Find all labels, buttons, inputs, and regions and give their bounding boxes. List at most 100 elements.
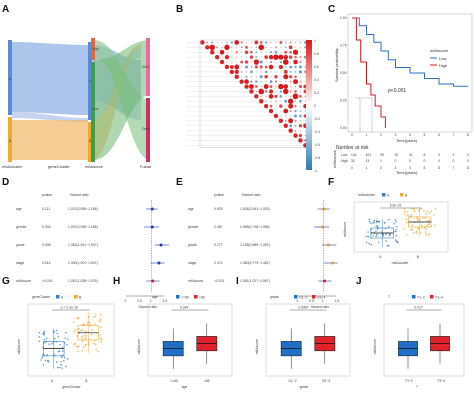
panel-label-d: D (2, 177, 9, 188)
correlation-cell (244, 50, 249, 55)
correlation-cell (273, 113, 279, 119)
risk-xtick: 2 (380, 166, 382, 170)
box-jitter-point (386, 244, 389, 247)
sankey-axis-label: Fustat (140, 164, 152, 169)
correlation-cell (255, 80, 258, 83)
box-jitter-point (44, 359, 47, 362)
risk-xtick: 3 (395, 166, 397, 170)
correlation-cell (231, 61, 233, 63)
box-legend-label: A (61, 296, 64, 300)
box-legend-label: >65 (199, 296, 205, 300)
box-jitter-point (373, 221, 376, 224)
box-jitter-point (100, 339, 103, 341)
correlation-cell (294, 124, 297, 127)
forest-header: Hazard ratio (70, 193, 89, 197)
sankey-node-dead (146, 98, 150, 162)
correlation-cell (250, 41, 253, 44)
box-jitter-point (395, 220, 398, 223)
forest-point (330, 261, 334, 265)
km-line-low (352, 17, 468, 87)
box-jitter-point (365, 241, 368, 244)
correlation-cell (245, 41, 248, 44)
forest-pvalue: <0.001 (214, 279, 225, 283)
forest-pvalue: 0.008 (42, 243, 51, 247)
box-jitter-point (424, 217, 427, 219)
correlation-cell (294, 46, 297, 48)
box-plot-frame (147, 303, 233, 377)
panel-labels: A B C D E F G H I J (2, 4, 362, 287)
box-jitter-point (98, 320, 100, 323)
correlation-cell (221, 46, 223, 48)
correlation-cell (259, 65, 263, 69)
box-jitter-point (60, 361, 62, 363)
forest-hr: 1.360(0.779~1.452) (240, 261, 270, 265)
km-line-high (352, 17, 386, 128)
correlation-cell (259, 60, 263, 64)
correlation-cell (270, 46, 272, 48)
correlation-cell (269, 104, 273, 108)
correlation-cell (269, 85, 273, 89)
box-xtick: <=65 (170, 379, 178, 383)
box-jitter-point (413, 208, 415, 210)
box-jitter-point (63, 356, 66, 359)
box-xtick: B (85, 379, 88, 383)
correlation-cell (264, 70, 268, 74)
correlation-cell (200, 40, 205, 45)
box-jitter-point (81, 349, 83, 352)
risk-value: 101 (366, 153, 372, 157)
correlation-cell (283, 88, 289, 95)
risk-title: Number at risk (336, 145, 369, 151)
km-xtick: 3 (395, 133, 397, 137)
correlation-cell (265, 81, 267, 83)
box-panel-h: age <=65 >65 0.344 <=65 >65 age m6Ascore (137, 295, 233, 389)
box-jitter-point (430, 210, 433, 212)
box-xlabel: grade (300, 385, 309, 389)
km-xtick: 6 (438, 133, 440, 137)
box-xtick: G1~2 (288, 379, 297, 383)
forest-plot-multivariate: pvalue Hazard ratio age 0.529 1.024(0.941~1.… (188, 193, 339, 309)
correlation-cell (299, 90, 302, 93)
correlation-cell (265, 95, 267, 97)
forest-row-name: age (16, 207, 22, 211)
forest-xtick: 0.5 (309, 299, 314, 303)
box-jitter-point (434, 224, 436, 227)
correlation-cell (275, 105, 277, 107)
box-jitter-point (415, 232, 418, 234)
box-jitter-point (88, 316, 90, 318)
forest-row-name: m6Ascore (16, 279, 31, 283)
correlation-cell (275, 100, 277, 103)
sankey-node-alive (146, 38, 150, 96)
box-jitter-point (99, 313, 102, 316)
forest-row-name: grade (16, 243, 25, 247)
km-ytick: 0.25 (340, 99, 347, 103)
km-legend-title: m6Ascore (430, 48, 449, 53)
correlation-cell (304, 70, 307, 74)
km-pvalue: p<0.001 (388, 88, 406, 94)
correlation-cell (260, 95, 262, 98)
box-jitter-point (376, 228, 379, 230)
box-jitter-point (394, 230, 397, 233)
correlation-cell (278, 64, 283, 70)
correlation-cell (299, 105, 302, 107)
box-jitter-point (78, 317, 80, 319)
correlation-cell (270, 71, 272, 73)
box-legend-title: m6Acluster (358, 193, 376, 197)
forest-row-name: m6Ascore (188, 279, 203, 283)
box-ylabel: m6Ascore (343, 222, 347, 237)
forest-xtick: 1.5 (335, 299, 340, 303)
box-xlabel: age (182, 385, 188, 389)
forest-row-name: gender (188, 225, 199, 229)
box-jitter-point (95, 343, 97, 346)
box-jitter-point (373, 219, 375, 222)
box-legend-swatch (294, 295, 298, 299)
forest-point (151, 279, 155, 283)
correlation-cell (265, 61, 267, 63)
correlation-cell (235, 51, 238, 54)
forest-hr: 0.965(0.748~1.086) (240, 225, 270, 229)
box-jitter-point (376, 233, 378, 236)
sankey-label: B (9, 139, 12, 143)
